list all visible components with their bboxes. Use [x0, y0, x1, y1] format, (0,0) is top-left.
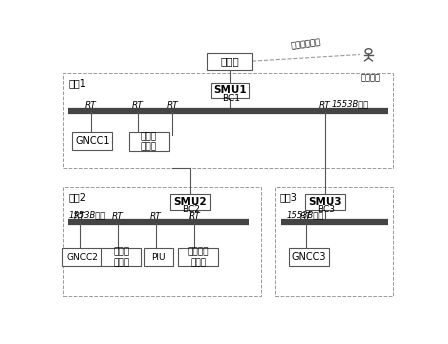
Bar — [305, 194, 345, 210]
Text: BC3: BC3 — [317, 205, 335, 214]
Text: BC1: BC1 — [222, 94, 240, 103]
Bar — [178, 248, 218, 266]
Bar — [63, 187, 261, 295]
Bar — [101, 248, 141, 266]
Text: 天地无线信道: 天地无线信道 — [290, 37, 322, 51]
Text: RT: RT — [300, 212, 312, 221]
Text: 综合接
口单元: 综合接 口单元 — [141, 132, 157, 152]
Bar — [129, 132, 169, 151]
Text: 样品转
移机构: 样品转 移机构 — [113, 247, 129, 267]
Bar — [62, 248, 102, 266]
Text: RT: RT — [188, 212, 200, 221]
Bar — [144, 248, 173, 266]
Text: 子网2: 子网2 — [68, 192, 86, 202]
Text: 1553B总线: 1553B总线 — [287, 211, 324, 219]
Text: RT: RT — [167, 101, 178, 110]
Text: RT: RT — [112, 212, 124, 221]
Text: 应答机: 应答机 — [220, 56, 239, 66]
Bar — [211, 83, 249, 98]
Text: RT: RT — [74, 212, 86, 221]
Text: RT: RT — [150, 212, 162, 221]
Text: 采样封装
控制器: 采样封装 控制器 — [188, 247, 209, 267]
Text: 地面基站: 地面基站 — [360, 73, 380, 82]
Text: 子网3: 子网3 — [280, 192, 298, 202]
Text: BC2: BC2 — [182, 205, 200, 214]
Text: SMU3: SMU3 — [308, 197, 342, 207]
Bar — [73, 132, 112, 150]
Bar — [207, 53, 252, 70]
Bar — [289, 248, 329, 266]
Text: 子网1: 子网1 — [68, 78, 86, 88]
Text: GNCC2: GNCC2 — [66, 252, 98, 262]
Text: GNCC3: GNCC3 — [292, 252, 326, 262]
Text: PIU: PIU — [151, 252, 166, 262]
Text: RT: RT — [132, 101, 143, 110]
Text: SMU2: SMU2 — [173, 197, 207, 207]
Text: SMU1: SMU1 — [213, 85, 246, 95]
Bar — [63, 73, 393, 169]
Bar — [170, 194, 210, 210]
Text: RT: RT — [319, 101, 331, 110]
Text: 1553B总线: 1553B总线 — [332, 100, 369, 109]
Bar — [275, 187, 393, 295]
Text: GNCC1: GNCC1 — [75, 136, 110, 146]
Text: RT: RT — [85, 101, 97, 110]
Text: 1553B总线: 1553B总线 — [69, 211, 106, 219]
